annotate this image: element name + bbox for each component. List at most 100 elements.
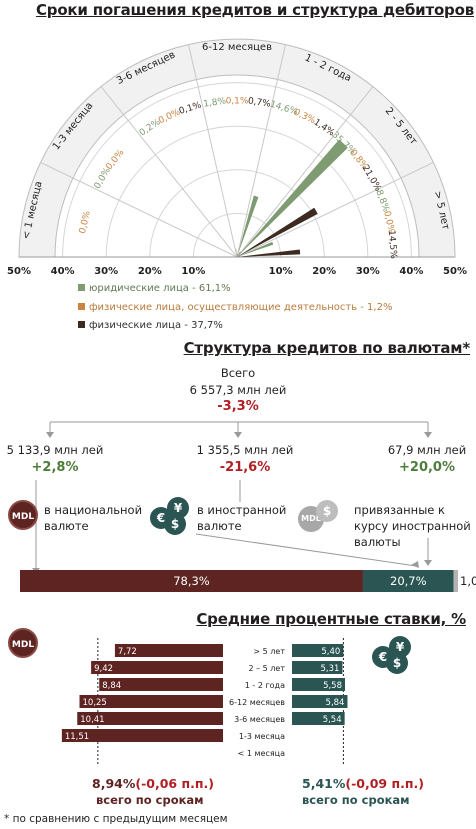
fx-total-rate-change: (-0,09 п.п.) xyxy=(345,776,424,791)
radial-segment-value: 0,7% xyxy=(247,97,272,110)
national-currency-change: +2,8% xyxy=(31,460,79,475)
radial-label-band xyxy=(18,38,456,258)
radial-wedge-legal xyxy=(237,241,274,257)
radial-segment-value: 0,0% xyxy=(104,148,126,172)
radial-axis-tick: 50% xyxy=(7,266,31,277)
mdl-rate-bar xyxy=(114,644,223,657)
dollar-coin-icon: $ xyxy=(164,513,186,535)
pegged-desc-line1: привязанные к xyxy=(354,503,445,517)
total-label: Всего xyxy=(220,366,256,380)
radial-chart-title: Сроки погашения кредитов и структура деб… xyxy=(35,1,474,19)
fx-rate-bar xyxy=(292,712,345,725)
fx-total-rate: 5,41%(-0,09 п.п.) xyxy=(302,776,424,791)
radial-grid-arc xyxy=(105,125,369,258)
mdl-rate-bar xyxy=(79,695,223,708)
foreign-currency-value: 1 355,5 млн лей xyxy=(196,443,294,457)
mdl-rate-bar xyxy=(77,712,223,725)
mdl-total-rate-value: 8,94% xyxy=(92,776,136,791)
radial-spoke xyxy=(100,86,238,258)
radial-segment-value: 0,1% xyxy=(226,97,249,107)
radial-axis-tick: 40% xyxy=(51,266,75,277)
radial-axis-tick: 20% xyxy=(138,266,162,277)
rates-mdl-coin-icon: MDL xyxy=(8,628,38,658)
mdl-total-label: всего по срокам xyxy=(96,793,204,807)
legend-swatch-entrepreneurs xyxy=(78,303,85,310)
footnote: * по сравнению с предыдущим месяцем xyxy=(4,813,228,825)
rates-chart: 7,72 > 5 лет 5,40 9,42 2 – 5 лет 5,31 8,84 1 - … xyxy=(61,638,348,766)
radial-axis-tick: 30% xyxy=(356,266,380,277)
rates-dollar-coin-icon: $ xyxy=(386,652,408,674)
legend-swatch-individuals xyxy=(78,321,85,328)
term-label: 6-12 месяцев xyxy=(229,698,285,707)
radial-segment-value: 0,1% xyxy=(178,100,203,117)
mdl-rate-label: 11,51 xyxy=(65,732,89,742)
mdl-rate-label: 10,41 xyxy=(80,715,104,725)
radial-grid-arc xyxy=(149,169,325,258)
fx-rate-label: 5,54 xyxy=(323,715,342,725)
grey-fx-coin-icon: $ xyxy=(316,500,338,522)
radial-axis-tick: 10% xyxy=(269,266,293,277)
radial-grid-arc xyxy=(192,212,282,258)
legend-item-individuals: физические лица - 37,7% xyxy=(78,320,223,331)
rates-fx-coins-icon: € ¥ $ xyxy=(372,636,416,676)
mdl-total-rate-change: (-0,06 п.п.) xyxy=(135,776,214,791)
mdl-rate-label: 9,42 xyxy=(94,664,113,674)
fx-total-rate-value: 5,41% xyxy=(302,776,346,791)
radial-wedge-legal xyxy=(236,256,237,257)
fx-total-label: всего по срокам xyxy=(302,793,410,807)
term-label: 1 - 2 года xyxy=(245,681,285,690)
mdl-rate-label: 8,84 xyxy=(102,681,121,691)
fx-rate-bar xyxy=(292,695,348,708)
foreign-desc-line2: валюте xyxy=(197,519,242,533)
pegged-desc-line3: валюты xyxy=(354,535,401,549)
legend-text-individuals: физические лица - 37,7% xyxy=(89,320,223,331)
fx-rate-label: 5,84 xyxy=(326,698,345,708)
legend-text-legal: юридические лица - 61,1% xyxy=(89,283,231,294)
term-label: 3-6 месяцев xyxy=(234,715,285,724)
fx-rate-label: 5,58 xyxy=(323,681,342,691)
radial-segment-value: 14,5% xyxy=(386,230,398,260)
fx-rate-bar xyxy=(292,644,344,657)
national-desc-line1: в национальной xyxy=(44,503,143,517)
radial-spoke xyxy=(236,86,374,258)
mdl-total-rate: 8,94%(-0,06 п.п.) xyxy=(92,776,214,791)
radial-wedge-individuals xyxy=(237,253,238,257)
radial-axis-tick: 30% xyxy=(94,266,118,277)
rates-title: Средние процентные ставки, % xyxy=(196,610,466,628)
radial-wedge-entrepreneurs xyxy=(237,255,238,257)
foreign-currency-coins-icon: € ¥ $ xyxy=(150,497,194,537)
mdl-rate-label: 10,25 xyxy=(83,698,107,708)
mdl-coin-icon: MDL xyxy=(8,500,38,530)
currency-bar-label: 20,7% xyxy=(390,574,427,588)
radial-spoke xyxy=(236,44,286,258)
fx-rate-bar xyxy=(292,678,346,691)
total-change: -3,3% xyxy=(217,399,259,414)
radial-wedge-individuals xyxy=(237,251,241,257)
radial-wedge-legal xyxy=(235,249,237,257)
pegged-desc-line2: курсу иностранной xyxy=(354,519,471,533)
radial-axis-tick: 50% xyxy=(443,266,467,277)
term-label: < 1 месяца xyxy=(238,749,285,758)
legend-item-entrepreneurs: физические лица, осуществляющие деятельн… xyxy=(78,302,392,313)
total-value: 6 557,3 млн лей xyxy=(189,383,287,397)
term-label: 2 – 5 лет xyxy=(248,664,285,673)
currency-bar-label: 78,3% xyxy=(173,574,210,588)
foreign-currency-change: -21,6% xyxy=(219,460,271,475)
radial-axis-tick: 40% xyxy=(399,266,423,277)
radial-segment-value: 0,0% xyxy=(78,210,93,235)
term-label: 1-3 месяца xyxy=(239,732,285,741)
legend-item-legal-entities: юридические лица - 61,1% xyxy=(78,283,231,294)
radial-category-label: 6-12 месяцев xyxy=(202,42,272,53)
pegged-currency-coins-icon: MDL $ xyxy=(298,500,348,540)
foreign-currency-desc: в иностранной валюте xyxy=(197,502,286,534)
currency-bar-segment xyxy=(362,570,454,592)
currency-bar-label: 1,0% xyxy=(460,574,476,588)
fx-rate-label: 5,40 xyxy=(321,647,340,657)
pegged-currency-value: 67,9 млн лей xyxy=(387,443,467,457)
foreign-desc-line1: в иностранной xyxy=(197,503,287,517)
pegged-currency-desc: привязанные к курсу иностранной валюты xyxy=(354,502,471,550)
legend-text-entrepreneurs: физические лица, осуществляющие деятельн… xyxy=(89,302,393,313)
pegged-currency-change: +20,0% xyxy=(399,460,455,475)
radial-wedge-individuals xyxy=(237,249,301,257)
